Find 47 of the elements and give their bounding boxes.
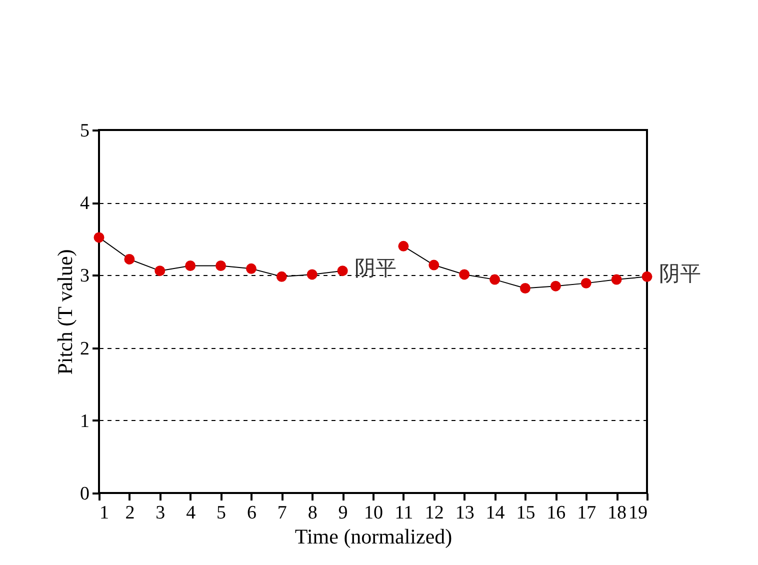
x-tick-label: 7 — [277, 502, 287, 524]
x-tick-label: 3 — [156, 502, 166, 524]
point — [154, 266, 166, 276]
point — [520, 283, 530, 294]
series-label: 阴平 — [659, 262, 701, 286]
x-tick-label: 15 — [516, 502, 536, 524]
x-tick-label: 18 — [608, 502, 627, 524]
x-tick-label: 4 — [186, 502, 196, 524]
x-tick-label: 19 — [628, 502, 648, 524]
point — [490, 274, 500, 285]
point — [398, 240, 409, 252]
x-tick-label: 1 — [100, 502, 109, 524]
x-tick-label: 14 — [486, 502, 506, 524]
point — [459, 269, 470, 280]
point — [428, 260, 440, 270]
x-tick-label: 10 — [364, 502, 383, 524]
point — [337, 266, 348, 276]
point — [306, 269, 318, 280]
point — [611, 274, 622, 285]
x-tick-label: 2 — [125, 502, 135, 524]
x-tick-label: 17 — [577, 502, 596, 524]
point — [580, 278, 592, 288]
x-tick-label: 16 — [546, 502, 566, 524]
point — [642, 271, 652, 282]
x-tick-label: 13 — [455, 502, 474, 524]
x-tick-label: 11 — [394, 502, 414, 524]
x-axis-title: Time (normalized) — [294, 524, 452, 548]
y-tick-label: 3 — [80, 266, 90, 287]
x-tick-label: 8 — [308, 502, 318, 524]
point — [94, 232, 104, 243]
y-tick-label: 1 — [80, 410, 90, 432]
point — [124, 254, 135, 264]
point — [185, 260, 196, 271]
x-tick-label: 5 — [216, 502, 226, 524]
y-axis-title: Pitch (T value) — [53, 249, 77, 375]
x-tick-label: 9 — [338, 502, 348, 524]
series-label: 阴平 — [354, 256, 397, 280]
point — [550, 280, 561, 292]
y-tick-label: 2 — [80, 338, 90, 360]
point — [276, 271, 287, 282]
point — [216, 260, 226, 271]
point — [246, 263, 256, 274]
x-tick-label: 6 — [246, 502, 256, 524]
y-tick-label: 5 — [80, 120, 90, 142]
y-tick-label: 4 — [80, 193, 90, 214]
y-tick-label: 0 — [80, 484, 90, 504]
x-tick-label: 12 — [424, 502, 444, 524]
